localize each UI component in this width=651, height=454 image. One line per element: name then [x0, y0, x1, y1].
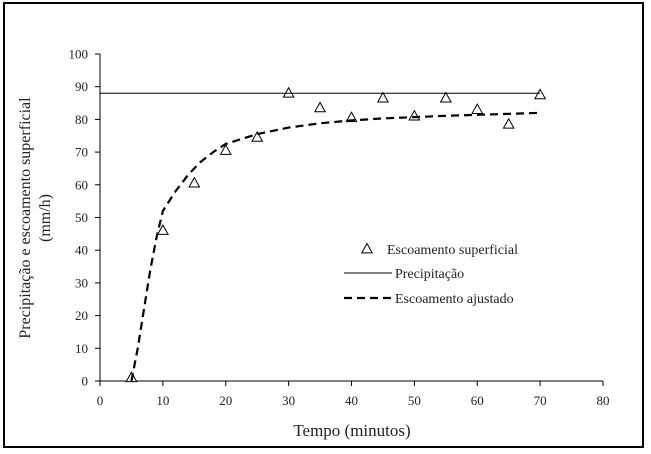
- runoff-point: [408, 109, 421, 121]
- y-tick-label: 20: [75, 308, 88, 323]
- y-axis-label-line1: Precipitação e escoamento superficial: [17, 97, 34, 339]
- y-tick-label: 50: [75, 210, 88, 225]
- runoff-point: [219, 143, 232, 155]
- x-tick-label: 40: [345, 393, 358, 408]
- x-tick-label: 30: [282, 393, 295, 408]
- y-tick-label: 40: [75, 243, 88, 258]
- runoff-point: [156, 224, 169, 235]
- runoff-point: [313, 101, 327, 113]
- x-tick-label: 10: [156, 393, 169, 408]
- runoff-point: [439, 91, 452, 103]
- legend: Escoamento superficial Precipitação Escoam…: [344, 242, 518, 307]
- runoff-point: [282, 86, 295, 98]
- y-axis-label-line2: (mm/h): [37, 194, 54, 242]
- x-tick-label: 80: [597, 393, 610, 408]
- y-tick-label: 80: [75, 112, 88, 127]
- x-tick-label: 60: [471, 393, 484, 408]
- runoff-point: [471, 103, 484, 114]
- runoff-point: [376, 91, 390, 103]
- y-tick-label: 0: [82, 374, 89, 389]
- runoff-point: [188, 176, 201, 188]
- y-tick-label: 30: [75, 275, 88, 290]
- runoff-point: [251, 130, 264, 142]
- legend-label: Precipitação: [395, 267, 464, 282]
- runoff-point: [502, 117, 515, 129]
- y-tick-label: 100: [69, 47, 89, 62]
- x-tick-label: 70: [534, 393, 547, 408]
- x-axis-label: Tempo (minutos): [293, 421, 410, 440]
- x-tick-label: 20: [219, 393, 232, 408]
- plot-marks: [100, 86, 547, 383]
- y-tick-label: 70: [75, 145, 88, 160]
- x-tick-label: 50: [408, 393, 421, 408]
- y-tick-label: 90: [75, 79, 88, 94]
- chart-frame: [3, 2, 644, 448]
- y-tick-label: 60: [75, 177, 88, 192]
- runoff-point: [534, 88, 547, 100]
- legend-label: Escoamento ajustado: [395, 292, 514, 307]
- legend-marker-triangle: [360, 242, 374, 254]
- axes: 0 10 20 30 40 50 60 70 80 90 100 0 10 20 30 40 50 60 70 80: [69, 47, 610, 409]
- legend-label: Escoamento superficial: [387, 243, 518, 258]
- x-tick-label: 0: [97, 393, 104, 408]
- fitted-runoff-curve: [130, 111, 541, 382]
- y-tick-label: 10: [75, 341, 88, 356]
